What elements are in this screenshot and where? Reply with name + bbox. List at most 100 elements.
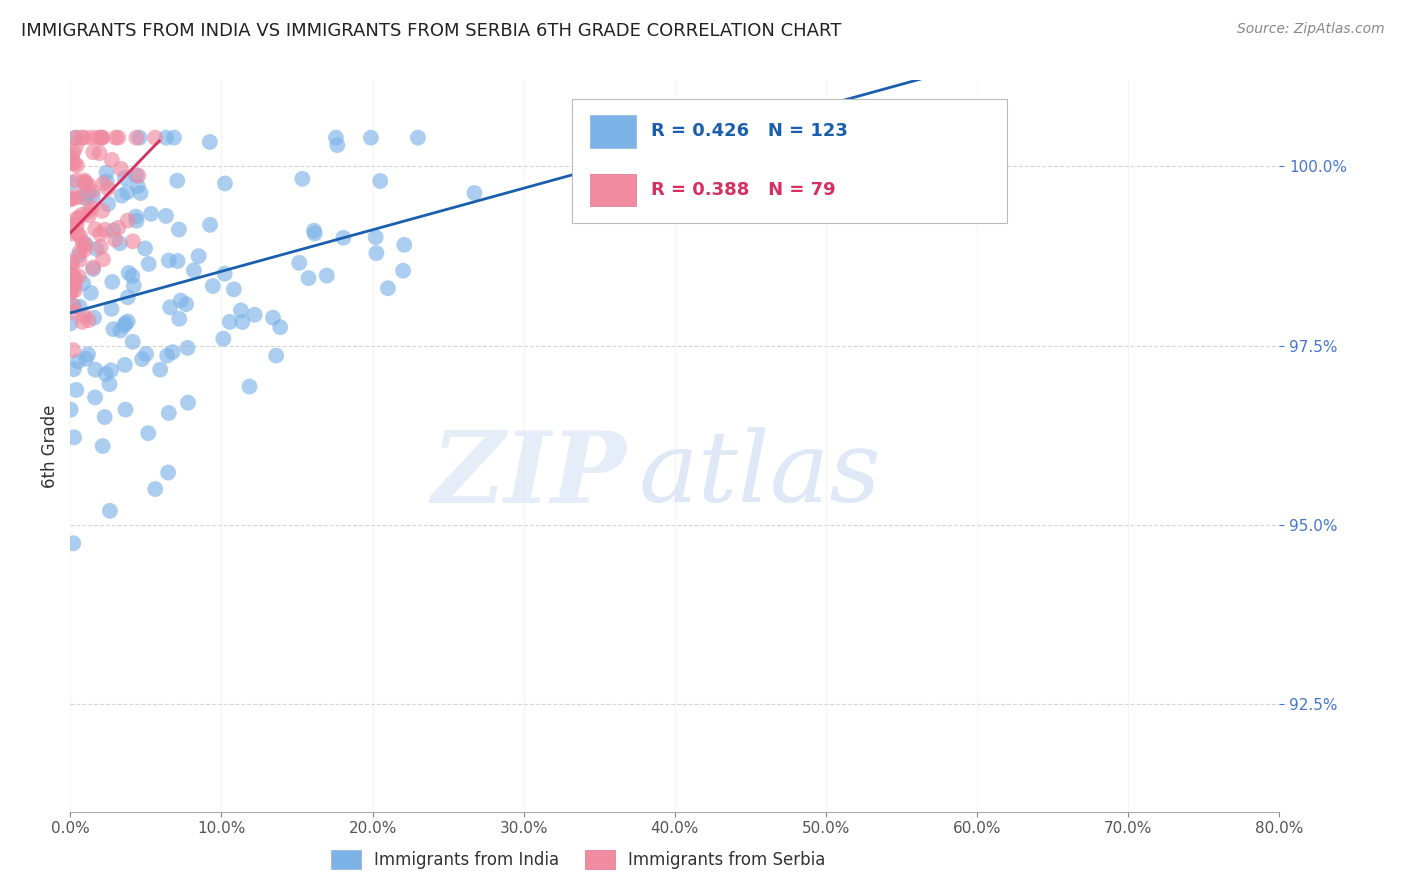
Point <box>104 130 127 145</box>
Point <box>82 262 104 277</box>
Point <box>103 223 125 237</box>
Point <box>125 210 148 224</box>
Point <box>67 211 90 225</box>
Point <box>91 439 114 453</box>
Point <box>65 219 87 233</box>
Point <box>59 317 82 331</box>
Point <box>65 130 87 145</box>
Point <box>62 218 84 232</box>
Point <box>157 406 180 420</box>
Point <box>129 186 152 200</box>
Point <box>63 157 86 171</box>
Point <box>82 260 104 275</box>
Point <box>73 309 96 323</box>
Point <box>70 208 93 222</box>
Point <box>170 293 193 308</box>
Point <box>84 390 107 404</box>
Point <box>463 186 485 200</box>
Point <box>103 322 125 336</box>
Point <box>80 285 103 300</box>
Point <box>94 223 117 237</box>
Point <box>122 278 145 293</box>
Point <box>131 352 153 367</box>
Point <box>176 341 198 355</box>
Point <box>75 176 97 190</box>
Point <box>69 229 91 244</box>
Point <box>66 226 89 240</box>
Point <box>89 227 111 241</box>
Point <box>114 316 136 330</box>
Point <box>63 190 86 204</box>
Point <box>218 315 240 329</box>
Point <box>72 277 94 291</box>
Point <box>100 363 122 377</box>
Point <box>269 320 291 334</box>
Point <box>97 181 120 195</box>
Point <box>114 318 136 333</box>
Point <box>143 482 166 496</box>
Point <box>315 268 337 283</box>
Point <box>201 279 224 293</box>
Point <box>214 267 236 281</box>
Point <box>96 166 118 180</box>
Point <box>117 314 139 328</box>
Point <box>66 354 89 368</box>
Point <box>122 235 145 249</box>
Point <box>59 267 82 281</box>
Point <box>125 130 148 145</box>
Point <box>90 130 112 145</box>
Point <box>114 358 136 372</box>
Point <box>65 383 87 397</box>
Point <box>392 263 415 277</box>
Point <box>136 426 159 441</box>
Point <box>114 170 136 185</box>
Point <box>72 235 94 250</box>
Point <box>288 256 311 270</box>
Legend: Immigrants from India, Immigrants from Serbia: Immigrants from India, Immigrants from S… <box>330 850 825 869</box>
Point <box>177 395 200 409</box>
Text: Source: ZipAtlas.com: Source: ZipAtlas.com <box>1237 22 1385 37</box>
Point <box>163 130 186 145</box>
Text: ZIP: ZIP <box>432 427 627 524</box>
Point <box>77 178 100 193</box>
Point <box>157 253 180 268</box>
Point <box>60 150 83 164</box>
Point <box>62 272 84 286</box>
Point <box>73 176 96 190</box>
Point <box>82 145 104 160</box>
Point <box>82 189 104 203</box>
Text: R = 0.388   N = 79: R = 0.388 N = 79 <box>651 181 835 199</box>
Point <box>135 347 157 361</box>
Point <box>243 308 266 322</box>
Point <box>67 269 90 284</box>
Point <box>62 536 84 550</box>
Point <box>72 315 94 329</box>
Point <box>96 174 118 188</box>
Point <box>110 324 132 338</box>
Point <box>91 177 114 191</box>
Point <box>214 177 236 191</box>
Point <box>117 290 139 304</box>
Point <box>159 300 181 314</box>
Point <box>62 343 84 358</box>
Point <box>94 367 117 381</box>
Point <box>117 213 139 227</box>
Point <box>166 174 188 188</box>
Point <box>107 220 129 235</box>
Point <box>80 201 103 215</box>
Point <box>98 377 121 392</box>
Text: atlas: atlas <box>638 427 882 523</box>
Point <box>86 242 108 256</box>
Point <box>156 349 179 363</box>
Point <box>59 192 82 206</box>
Point <box>63 430 86 444</box>
Point <box>91 130 114 145</box>
Point <box>59 402 82 417</box>
Point <box>60 305 83 319</box>
Text: R = 0.426   N = 123: R = 0.426 N = 123 <box>651 122 848 140</box>
Point <box>63 283 86 297</box>
Point <box>90 240 112 254</box>
Point <box>77 347 100 361</box>
Point <box>84 222 107 236</box>
Point <box>77 208 100 222</box>
